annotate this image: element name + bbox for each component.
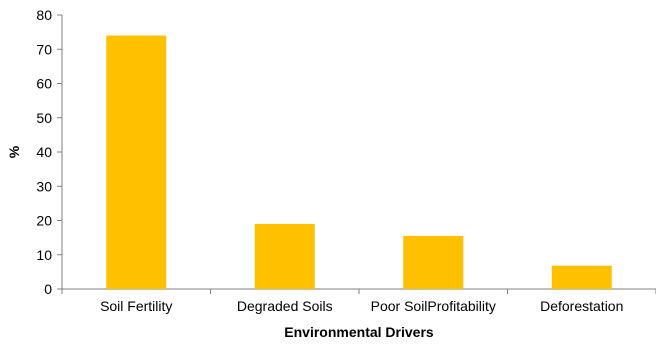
y-axis: 0 10 20 30 40 50 60 70 80	[36, 7, 63, 297]
bar	[254, 223, 315, 289]
y-tick-label: 80	[36, 7, 52, 23]
y-ticks: 0 10 20 30 40 50 60 70 80	[36, 7, 62, 297]
y-tick-label: 50	[36, 110, 52, 126]
y-tick-label: 40	[36, 144, 52, 160]
x-axis-title: Environmental Drivers	[284, 324, 434, 340]
y-tick-label: 60	[36, 76, 52, 92]
x-tick-label: Degraded Soils	[237, 298, 333, 314]
y-axis-title: %	[6, 145, 22, 158]
y-tick-label: 20	[36, 213, 52, 229]
y-tick-label: 30	[36, 178, 52, 194]
x-tick-label: Soil Fertility	[100, 298, 172, 314]
y-tick-label: 10	[36, 247, 52, 263]
y-tick-label: 0	[44, 281, 52, 297]
x-axis: Soil Fertility Degraded Soils Poor SoilPro…	[61, 288, 656, 314]
x-tick-label: Poor SoilProfitability	[371, 298, 496, 314]
bars	[106, 35, 612, 289]
y-tick-label: 70	[36, 41, 52, 57]
x-ticks: Soil Fertility Degraded Soils Poor SoilPro…	[61, 289, 656, 314]
x-tick-label: Deforestation	[540, 298, 623, 314]
bar	[403, 235, 464, 289]
bar	[551, 265, 612, 289]
bar	[106, 35, 167, 289]
